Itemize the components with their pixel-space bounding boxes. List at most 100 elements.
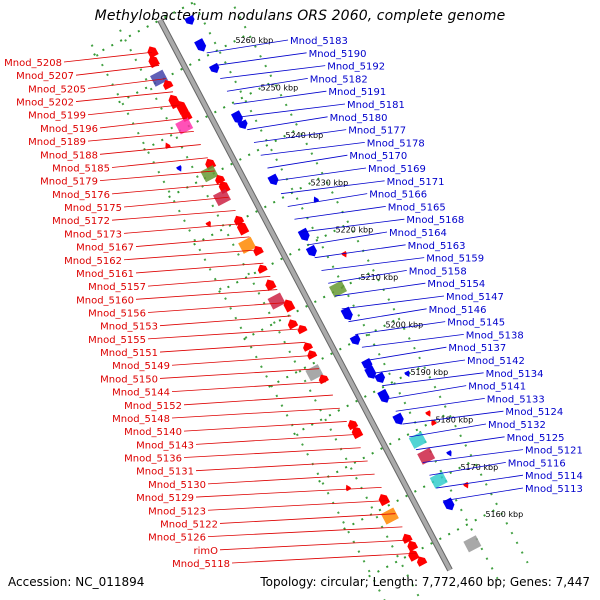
right-gene-label[interactable]: Mnod_5183: [290, 36, 348, 47]
left-gene-label[interactable]: Mnod_5130: [148, 480, 206, 491]
gene-feature[interactable]: [252, 244, 264, 257]
gene-feature[interactable]: [329, 280, 348, 298]
left-gene-label[interactable]: Mnod_5122: [160, 519, 218, 530]
right-gene-label[interactable]: Mnod_5133: [487, 394, 545, 405]
left-gene-label[interactable]: Mnod_5140: [124, 427, 182, 438]
right-gene-label[interactable]: Mnod_5145: [447, 318, 505, 329]
gene-feature[interactable]: [346, 418, 359, 431]
left-gene-label[interactable]: Mnod_5173: [64, 229, 122, 240]
gene-feature[interactable]: [297, 227, 312, 243]
gene-feature[interactable]: [305, 348, 318, 360]
gene-feature[interactable]: [286, 317, 299, 330]
gene-feature[interactable]: [377, 388, 391, 405]
gene-feature[interactable]: [344, 484, 352, 492]
gene-feature[interactable]: [417, 447, 436, 465]
gene-feature[interactable]: [150, 69, 169, 87]
left-gene-label[interactable]: Mnod_5162: [64, 256, 122, 267]
gene-feature[interactable]: [264, 277, 277, 292]
gene-feature[interactable]: [463, 535, 482, 553]
gene-feature[interactable]: [282, 297, 296, 313]
gene-feature[interactable]: [406, 548, 420, 562]
right-gene-label[interactable]: Mnod_5177: [348, 126, 406, 137]
gene-feature[interactable]: [404, 370, 411, 378]
gene-feature[interactable]: [200, 165, 219, 183]
gene-feature[interactable]: [205, 220, 213, 229]
left-gene-label[interactable]: Mnod_5156: [88, 309, 146, 320]
left-gene-label[interactable]: Mnod_5172: [52, 216, 110, 227]
right-gene-label[interactable]: Mnod_5180: [330, 113, 388, 124]
left-gene-label[interactable]: Mnod_5207: [16, 71, 74, 82]
right-gene-label[interactable]: Mnod_5163: [408, 241, 466, 252]
gene-feature[interactable]: [350, 425, 364, 440]
gene-feature[interactable]: [429, 471, 448, 489]
right-gene-label[interactable]: Mnod_5159: [426, 254, 484, 265]
gene-feature[interactable]: [237, 119, 250, 131]
gene-feature[interactable]: [446, 450, 453, 458]
left-gene-label[interactable]: Mnod_5167: [76, 243, 134, 254]
left-gene-label[interactable]: Mnod_5153: [100, 322, 158, 333]
gene-feature[interactable]: [146, 44, 159, 59]
left-gene-label[interactable]: Mnod_5155: [88, 335, 146, 346]
left-gene-label[interactable]: Mnod_5143: [136, 440, 194, 451]
right-gene-label[interactable]: Mnod_5168: [406, 215, 464, 226]
left-gene-label[interactable]: Mnod_5188: [40, 150, 98, 161]
gene-feature[interactable]: [213, 173, 226, 185]
right-gene-label[interactable]: Mnod_5169: [368, 164, 426, 175]
gene-feature[interactable]: [179, 108, 193, 122]
gene-feature[interactable]: [374, 371, 387, 385]
gene-feature[interactable]: [361, 358, 374, 372]
right-gene-label[interactable]: Mnod_5171: [387, 177, 445, 188]
left-gene-label[interactable]: Mnod_5176: [52, 190, 110, 201]
left-gene-label[interactable]: Mnod_5151: [100, 348, 158, 359]
left-gene-label[interactable]: Mnod_5185: [52, 163, 110, 174]
gene-feature[interactable]: [406, 539, 419, 552]
left-gene-label[interactable]: Mnod_5131: [136, 467, 194, 478]
gene-feature[interactable]: [349, 334, 363, 347]
left-gene-label[interactable]: Mnod_5189: [28, 137, 86, 148]
right-gene-label[interactable]: Mnod_5166: [369, 190, 427, 201]
gene-feature[interactable]: [340, 306, 355, 323]
gene-feature[interactable]: [256, 262, 268, 274]
gene-feature[interactable]: [232, 214, 245, 226]
gene-feature[interactable]: [400, 532, 413, 544]
right-gene-label[interactable]: Mnod_5113: [525, 484, 583, 495]
gene-feature[interactable]: [380, 507, 399, 525]
left-gene-label[interactable]: rimO: [193, 546, 218, 557]
gene-feature[interactable]: [175, 117, 194, 135]
right-gene-label[interactable]: Mnod_5142: [467, 356, 525, 367]
right-gene-label[interactable]: Mnod_5181: [347, 100, 405, 111]
gene-feature[interactable]: [267, 173, 280, 188]
left-gene-label[interactable]: Mnod_5208: [4, 58, 62, 69]
right-gene-label[interactable]: Mnod_5146: [429, 305, 487, 316]
right-gene-label[interactable]: Mnod_5165: [388, 202, 446, 213]
gene-feature[interactable]: [425, 410, 432, 418]
gene-feature[interactable]: [377, 492, 391, 507]
right-gene-label[interactable]: Mnod_5158: [409, 266, 467, 277]
right-gene-label[interactable]: Mnod_5192: [327, 62, 385, 73]
right-gene-label[interactable]: Mnod_5141: [468, 382, 526, 393]
gene-feature[interactable]: [429, 418, 437, 426]
gene-feature[interactable]: [161, 78, 174, 91]
left-gene-label[interactable]: Mnod_5150: [100, 374, 158, 385]
left-gene-label[interactable]: Mnod_5202: [16, 98, 74, 109]
right-gene-label[interactable]: Mnod_5132: [488, 420, 546, 431]
left-gene-label[interactable]: Mnod_5136: [124, 454, 182, 465]
left-gene-label[interactable]: Mnod_5161: [76, 269, 134, 280]
gene-feature[interactable]: [176, 165, 183, 173]
gene-feature[interactable]: [364, 365, 378, 381]
right-gene-label[interactable]: Mnod_5121: [525, 446, 583, 457]
gene-feature[interactable]: [267, 292, 286, 310]
right-gene-label[interactable]: Mnod_5190: [309, 49, 367, 60]
gene-feature[interactable]: [305, 244, 319, 259]
left-gene-label[interactable]: Mnod_5148: [112, 414, 170, 425]
right-gene-label[interactable]: Mnod_5125: [507, 433, 565, 444]
right-gene-label[interactable]: Mnod_5154: [427, 279, 485, 290]
left-gene-label[interactable]: Mnod_5118: [172, 559, 230, 570]
right-gene-label[interactable]: Mnod_5134: [486, 369, 544, 380]
gene-feature[interactable]: [164, 141, 171, 149]
gene-feature[interactable]: [235, 220, 250, 236]
left-gene-label[interactable]: Mnod_5199: [28, 111, 86, 122]
gene-feature[interactable]: [217, 179, 231, 194]
gene-feature[interactable]: [341, 251, 348, 259]
gene-feature[interactable]: [230, 110, 245, 125]
